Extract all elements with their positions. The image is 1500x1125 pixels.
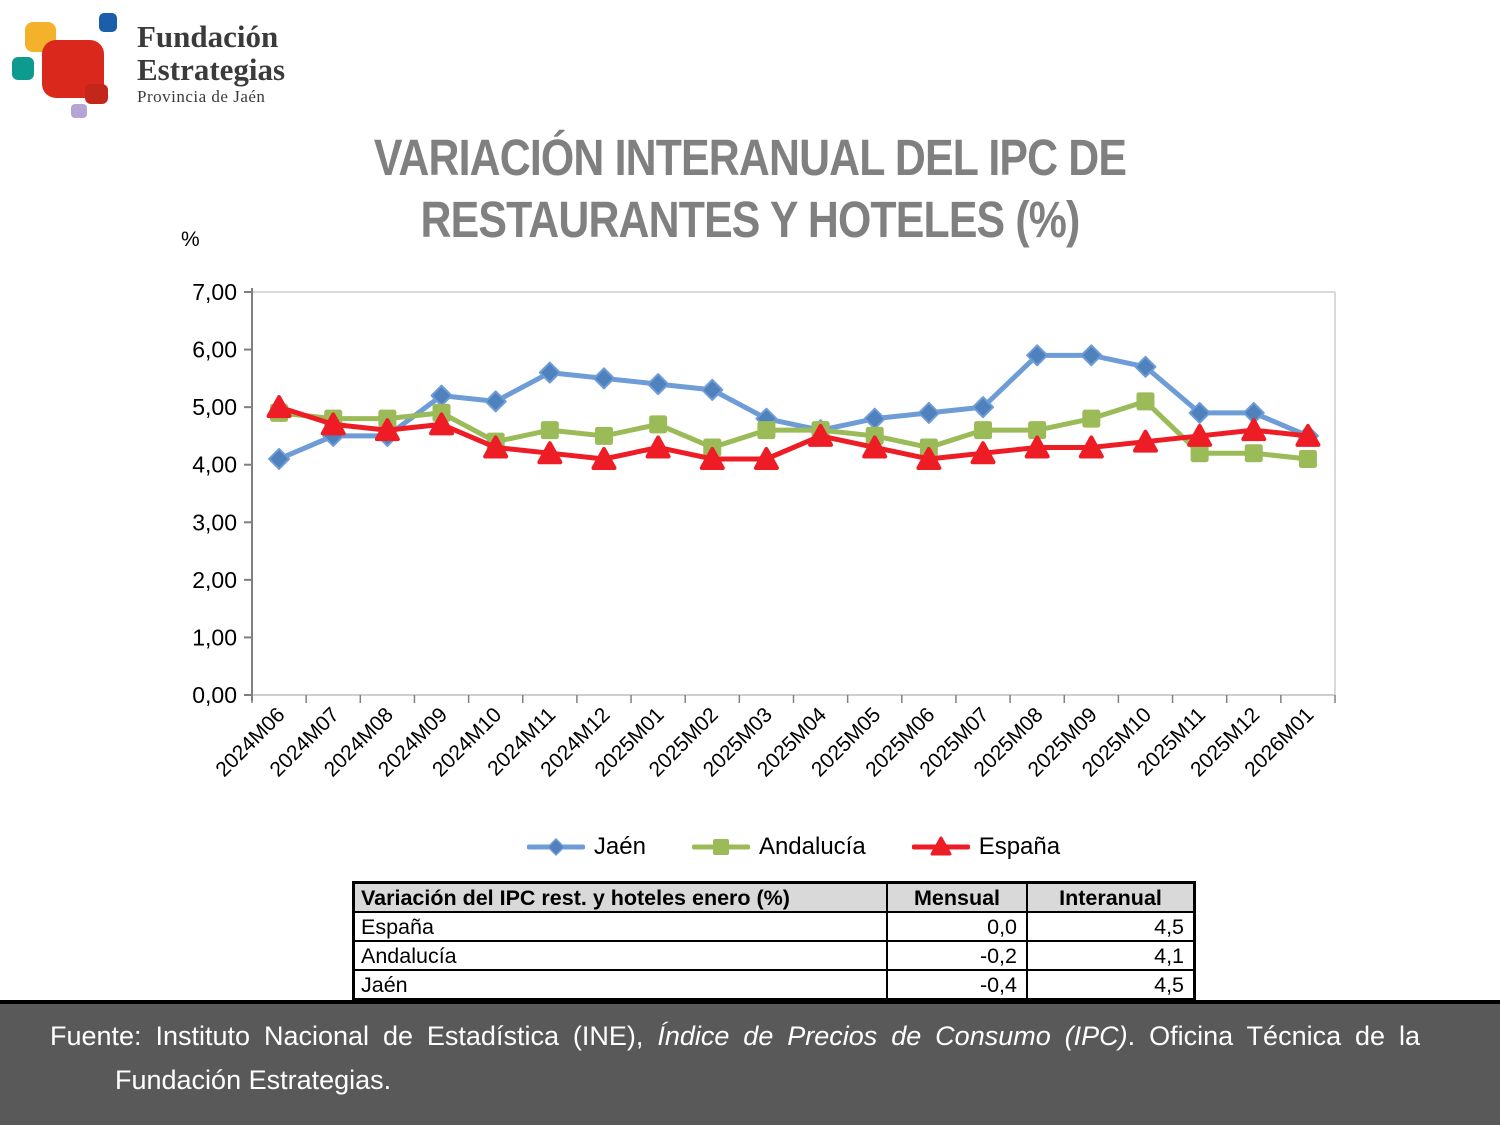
row-mensual: -0,4	[886, 969, 1028, 1001]
table-row-jaen: Jaén -0,4 4,5	[352, 969, 1196, 1001]
y-tick-label: 4,00	[192, 452, 237, 478]
row-mensual: 0,0	[886, 911, 1028, 942]
series-España	[266, 395, 1321, 470]
table-row-espana: España 0,0 4,5	[352, 911, 1196, 942]
logo-wordmark-line2: Estrategias	[137, 52, 286, 87]
legend-item-jaen: Jaén	[526, 833, 646, 861]
y-tick-label: 5,00	[192, 394, 237, 420]
y-tick-label: 1,00	[192, 624, 237, 650]
row-label: Andalucía	[352, 940, 888, 971]
legend-label-espana: España	[978, 833, 1061, 860]
logo-lavender-square	[71, 104, 87, 118]
table-header-mensual: Mensual	[886, 881, 1028, 913]
logo-blue-square	[99, 13, 117, 32]
y-tick-label: 7,00	[192, 280, 237, 305]
logo-teal-square	[12, 57, 34, 80]
table-row-andalucia: Andalucía -0,2 4,1	[352, 940, 1196, 971]
y-tick-label: 2,00	[192, 567, 237, 593]
series-Jaén	[268, 344, 1319, 470]
source-footer: Fuente: Instituto Nacional de Estadístic…	[0, 1000, 1500, 1125]
logo-wordmark: Fundación Estrategias	[137, 20, 285, 86]
legend-label-jaen: Jaén	[593, 833, 646, 860]
y-tick-label: 6,00	[192, 337, 237, 363]
footer-text-suffix: . Oficina Técnica de la Fundación Estrat…	[115, 1021, 1420, 1095]
fundacion-estrategias-logo: Fundación Estrategias Provincia de Jaén	[0, 0, 420, 130]
table-header-interanual: Interanual	[1026, 881, 1196, 913]
row-interanual: 4,5	[1026, 911, 1196, 942]
footer-text-italic: Índice de Precios de Consumo (IPC)	[657, 1021, 1128, 1051]
legend-item-espana: España	[911, 833, 1061, 861]
logo-subtitle: Provincia de Jaén	[137, 87, 266, 106]
row-interanual: 4,5	[1026, 969, 1196, 1001]
series-Andalucía	[270, 392, 1317, 468]
table-header-title: Variación del IPC rest. y hoteles enero …	[352, 881, 888, 913]
legend-label-andalucia: Andalucía	[758, 833, 866, 860]
footer-text-prefix: Fuente: Instituto Nacional de Estadístic…	[50, 1021, 658, 1051]
logo-wordmark-line1: Fundación	[137, 19, 279, 54]
row-label: Jaén	[352, 969, 888, 1001]
ipc-summary-table: Variación del IPC rest. y hoteles enero …	[352, 881, 1196, 1001]
chart-title-line2: RESTAURANTES Y HOTELES (%)	[420, 191, 1081, 248]
row-interanual: 4,1	[1026, 940, 1196, 971]
y-tick-label: 3,00	[192, 509, 237, 535]
chart-title: VARIACIÓN INTERANUAL DEL IPC DE RESTAURA…	[120, 127, 1380, 251]
y-axis-unit-label: %	[181, 228, 200, 251]
table-header-row: Variación del IPC rest. y hoteles enero …	[352, 881, 1196, 913]
ipc-line-chart: 0,001,002,003,004,005,006,007,002024M062…	[192, 280, 1336, 781]
row-label: España	[352, 911, 888, 942]
legend-marker-jaen-icon	[526, 837, 585, 857]
chart-title-line1: VARIACIÓN INTERANUAL DEL IPC DE	[373, 129, 1127, 186]
logo-dark-red-square	[85, 84, 108, 104]
y-tick-label: 0,00	[192, 682, 237, 708]
legend-item-andalucia: Andalucía	[691, 833, 866, 861]
legend-marker-espana-icon	[911, 836, 970, 856]
legend-marker-andalucia-icon	[691, 839, 750, 855]
chart-legend: Jaén Andalucía España	[252, 833, 1335, 861]
row-mensual: -0,2	[886, 940, 1028, 971]
